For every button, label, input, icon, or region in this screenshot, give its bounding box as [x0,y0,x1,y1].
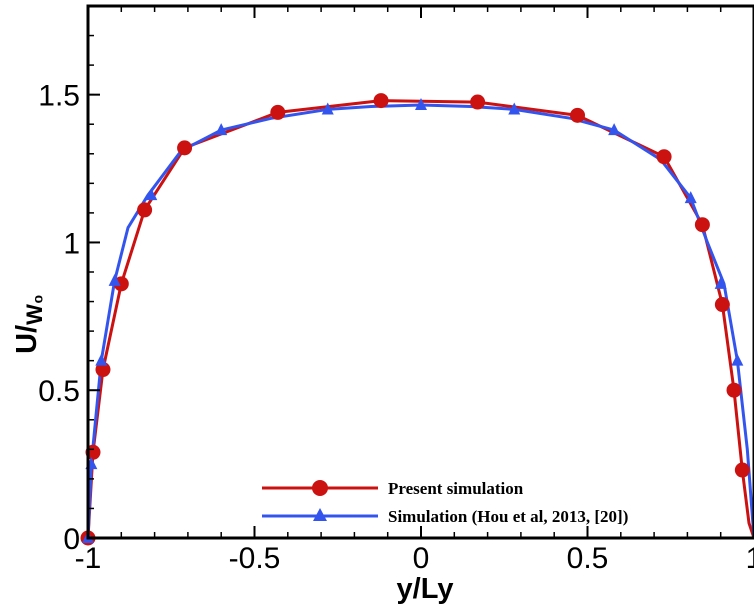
series-1-point [714,297,730,313]
series-line-2 [86,103,754,539]
plot-axes: -1 -0.5 0 0.5 1 0 0.5 1 1.5 [38,4,754,575]
x-tick-label: 0.5 [567,542,609,575]
series-2-point [415,98,427,111]
axis-tick-labels: -1 -0.5 0 0.5 1 0 0.5 1 1.5 [38,80,754,575]
y-tick-label: 0 [63,523,80,556]
series-1-point [694,217,710,233]
plot-frame [86,4,754,540]
series-1-point [656,149,672,165]
series-2-point [108,273,121,286]
legend-marker-2 [313,508,327,521]
series-2-point [508,102,521,115]
legend: Present simulation Simulation (Hou et al,… [262,479,628,526]
x-tick-label: -0.5 [229,542,281,575]
series-2-point [714,276,727,289]
y-tick-label: 1 [63,227,80,260]
series-2-point [145,188,158,201]
series-line-1 [86,99,754,539]
plot-curves [86,99,754,539]
series-1-point [137,202,153,218]
y-axis-label: U/W₀ [11,294,47,354]
series-1-point [470,94,486,110]
series-1-point [270,104,286,120]
y-axis-label-sub: W₀ [22,294,47,325]
x-tick-label: 0 [413,542,430,575]
series-1-point [373,93,389,109]
series-1-point [570,107,586,123]
series-2-point [215,123,228,136]
y-tick-label: 1.5 [38,80,80,113]
series-1-point [95,362,111,378]
legend-marker-1 [312,480,328,496]
y-axis-label-main: U/ [11,325,43,354]
axis-ticks [87,5,754,539]
series-1-point [177,140,193,156]
plot-markers [80,93,750,546]
series-2-point [321,102,334,115]
series-2-point [95,353,108,366]
series-2-point [608,123,621,136]
legend-label-1: Present simulation [388,479,524,498]
series-2-point [731,353,744,366]
x-tick-label: -1 [75,542,102,575]
legend-label-2: Simulation (Hou et al, 2013, [20]) [388,507,628,526]
x-axis-label: y/Ly [397,573,454,605]
x-tick-label: 1 [746,542,754,575]
y-tick-label: 0.5 [38,375,80,408]
series-2-point [684,191,697,204]
series-1-point [726,382,742,398]
series-1-point [734,462,750,478]
